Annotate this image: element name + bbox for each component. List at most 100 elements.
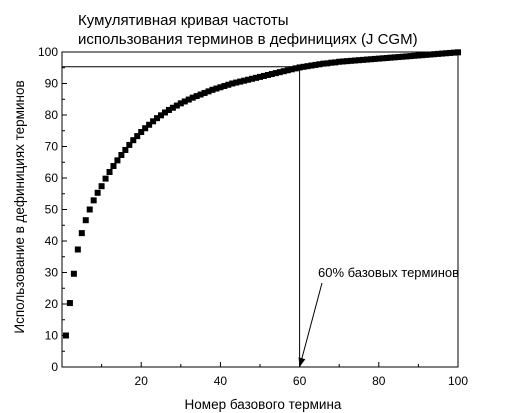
x-tick-label: 80 — [372, 374, 386, 388]
data-point — [276, 69, 283, 76]
chart-title-line-2: использования терминов в дефинициях (J C… — [78, 31, 418, 48]
data-point — [245, 76, 252, 83]
data-point — [288, 66, 295, 73]
y-tick-label: 0 — [51, 360, 58, 374]
data-point — [336, 58, 343, 65]
data-point — [154, 115, 161, 122]
data-point — [205, 88, 212, 95]
data-point — [102, 175, 109, 182]
data-point — [82, 217, 89, 224]
data-point — [161, 109, 168, 116]
data-point — [237, 78, 244, 85]
data-point — [158, 112, 164, 119]
data-point — [431, 51, 438, 58]
data-point — [375, 55, 382, 62]
y-tick-label: 30 — [45, 266, 59, 280]
x-tick-label: 20 — [135, 374, 149, 388]
data-point — [66, 300, 73, 307]
data-point — [165, 106, 172, 113]
data-point — [257, 73, 263, 80]
data-point — [419, 52, 426, 59]
data-point — [415, 52, 422, 59]
data-point — [407, 53, 414, 60]
data-point — [367, 56, 374, 63]
data-point — [126, 141, 133, 148]
data-point — [118, 152, 125, 159]
data-point — [284, 67, 291, 74]
data-point — [78, 230, 85, 237]
data-point — [74, 246, 81, 253]
annotation-arrow — [298, 282, 323, 368]
data-point — [189, 94, 196, 101]
data-point — [316, 61, 323, 68]
y-tick-label: 10 — [45, 329, 59, 343]
plot-frame — [61, 51, 459, 368]
data-point — [150, 118, 157, 125]
x-tick-label: 40 — [214, 374, 228, 388]
data-point — [371, 55, 378, 62]
y-tick-label: 60 — [45, 171, 59, 185]
data-point — [344, 58, 351, 65]
data-point — [221, 83, 228, 90]
data-point — [383, 54, 390, 61]
data-point — [304, 63, 311, 70]
data-point — [359, 56, 366, 63]
data-point — [213, 85, 220, 92]
data-point — [379, 55, 386, 62]
data-point — [225, 81, 232, 88]
data-point — [217, 84, 224, 91]
data-point — [300, 63, 307, 70]
data-point — [94, 189, 101, 196]
data-point — [260, 72, 267, 79]
data-point — [122, 146, 129, 153]
data-point — [395, 54, 402, 61]
y-tick-label: 20 — [45, 297, 59, 311]
data-point — [435, 50, 442, 57]
reference-lines — [62, 66, 301, 367]
data-point — [308, 62, 315, 69]
data-point — [209, 86, 216, 93]
data-point — [443, 50, 450, 57]
data-point — [332, 59, 339, 66]
data-point — [272, 70, 279, 77]
data-point — [292, 65, 299, 72]
data-point — [201, 89, 208, 96]
data-point — [427, 51, 434, 58]
data-point — [197, 91, 204, 98]
chart-title-line-1: Кумулятивная кривая частоты — [78, 12, 288, 29]
data-point — [451, 49, 458, 56]
data-point — [110, 163, 117, 170]
data-point — [142, 125, 149, 132]
data-point — [173, 102, 180, 109]
data-point — [90, 197, 97, 204]
data-point — [352, 57, 359, 64]
annotation-label: 60% базовых терминов — [318, 265, 459, 280]
data-point — [241, 77, 248, 84]
data-point — [70, 270, 77, 277]
data-point — [280, 68, 287, 75]
data-point — [387, 54, 394, 61]
data-point — [138, 129, 145, 136]
data-point — [169, 104, 176, 111]
data-point — [324, 60, 331, 67]
data-point — [233, 79, 240, 86]
data-point — [403, 53, 410, 60]
y-tick-label: 70 — [45, 140, 59, 154]
data-point — [320, 60, 327, 67]
y-tick-label: 100 — [38, 45, 58, 59]
y-tick-label: 80 — [45, 108, 59, 122]
data-point — [363, 56, 370, 63]
data-point — [98, 183, 105, 190]
data-point — [340, 58, 347, 65]
y-tick-label: 40 — [45, 234, 59, 248]
data-point — [391, 54, 398, 61]
y-tick-label: 50 — [45, 203, 59, 217]
x-axis-ticks: 20 40 60 80 100 — [101, 362, 468, 388]
data-point — [106, 169, 113, 176]
data-point — [399, 53, 406, 60]
y-axis-label: Использование в дефинициях терминов — [12, 80, 27, 333]
data-point — [328, 59, 335, 66]
data-point — [177, 100, 184, 107]
data-point — [86, 206, 93, 213]
